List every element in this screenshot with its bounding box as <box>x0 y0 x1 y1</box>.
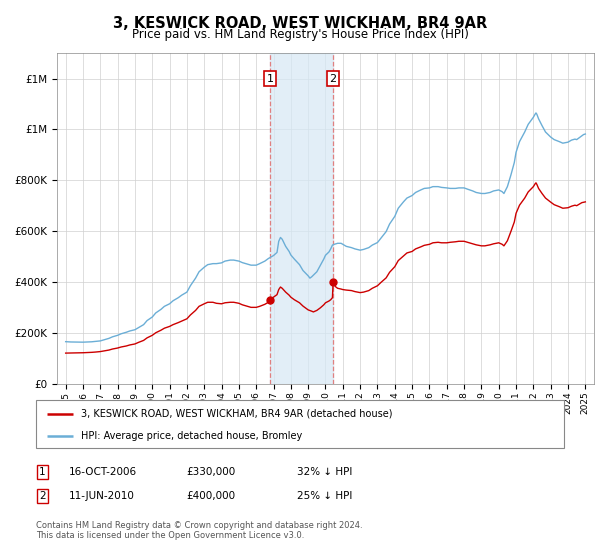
Text: £330,000: £330,000 <box>186 467 235 477</box>
Text: 1: 1 <box>39 467 46 477</box>
Text: 3, KESWICK ROAD, WEST WICKHAM, BR4 9AR: 3, KESWICK ROAD, WEST WICKHAM, BR4 9AR <box>113 16 487 31</box>
Text: HPI: Average price, detached house, Bromley: HPI: Average price, detached house, Brom… <box>81 431 302 441</box>
Text: 1: 1 <box>266 73 274 83</box>
Text: Contains HM Land Registry data © Crown copyright and database right 2024.
This d: Contains HM Land Registry data © Crown c… <box>36 521 362 540</box>
Text: 2: 2 <box>39 491 46 501</box>
Text: Price paid vs. HM Land Registry's House Price Index (HPI): Price paid vs. HM Land Registry's House … <box>131 28 469 41</box>
Text: 16-OCT-2006: 16-OCT-2006 <box>69 467 137 477</box>
Text: 11-JUN-2010: 11-JUN-2010 <box>69 491 135 501</box>
Text: 2: 2 <box>329 73 337 83</box>
Text: £400,000: £400,000 <box>186 491 235 501</box>
Bar <box>270 53 333 384</box>
Text: 32% ↓ HPI: 32% ↓ HPI <box>297 467 352 477</box>
Text: 25% ↓ HPI: 25% ↓ HPI <box>297 491 352 501</box>
Text: 3, KESWICK ROAD, WEST WICKHAM, BR4 9AR (detached house): 3, KESWICK ROAD, WEST WICKHAM, BR4 9AR (… <box>81 409 392 419</box>
